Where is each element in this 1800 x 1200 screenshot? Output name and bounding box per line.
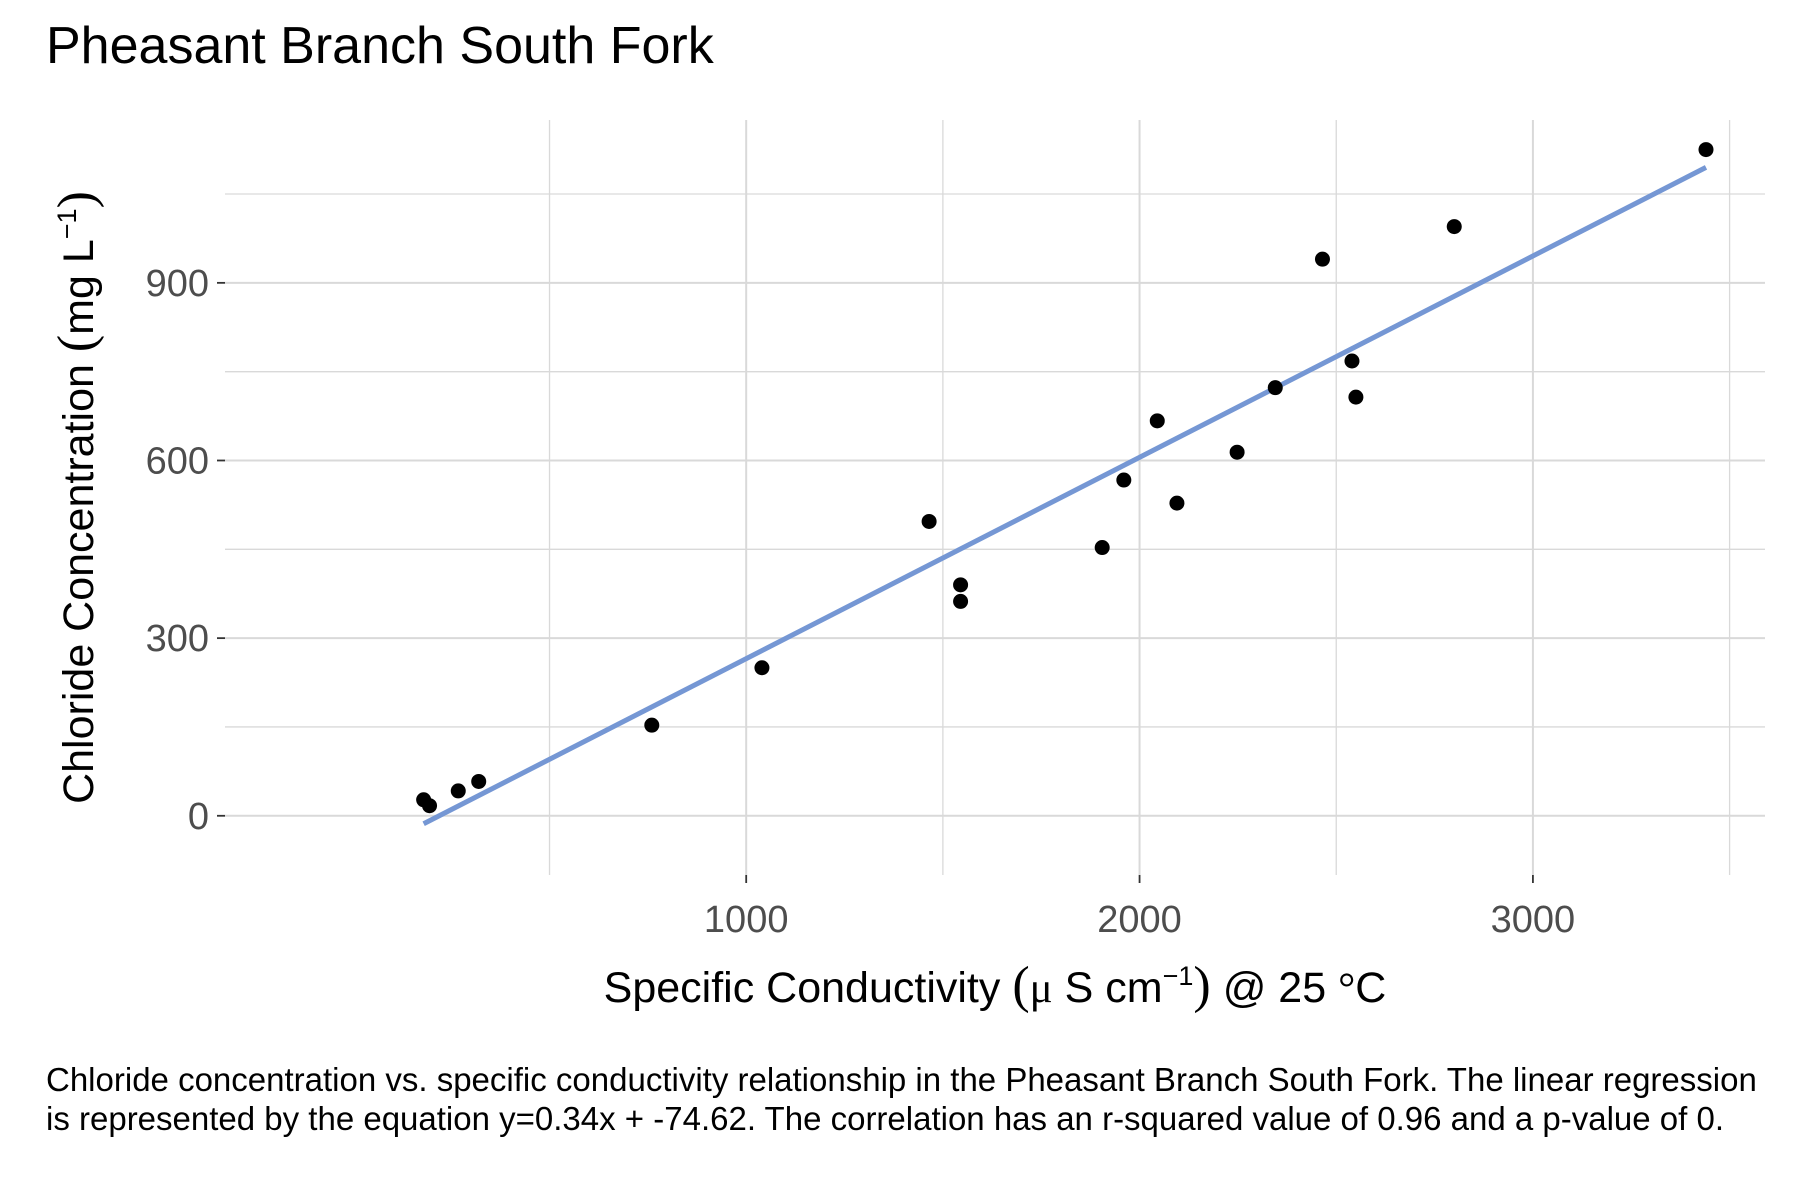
data-point bbox=[1149, 413, 1165, 429]
y-axis-title-paren-open: ( bbox=[48, 335, 105, 352]
data-point bbox=[1698, 142, 1714, 158]
y-tick-label: 300 bbox=[146, 618, 209, 660]
x-tick-label: 1000 bbox=[704, 899, 789, 941]
y-axis-title-paren-close: ) bbox=[48, 191, 105, 208]
y-tick-label: 0 bbox=[188, 796, 209, 838]
data-point bbox=[1169, 495, 1185, 511]
data-point bbox=[1116, 472, 1132, 488]
data-point bbox=[1446, 219, 1462, 235]
x-tick-label: 2000 bbox=[1097, 899, 1182, 941]
regression-line bbox=[422, 165, 1708, 826]
data-point bbox=[953, 593, 969, 609]
data-point bbox=[1094, 540, 1110, 556]
y-axis-title-unit: mg L bbox=[55, 239, 103, 335]
minor-gridlines bbox=[225, 120, 1765, 875]
x-axis-title: Specific Conductivity (μ S cm−1) @ 25 °C bbox=[604, 957, 1387, 1014]
regression-layer bbox=[422, 165, 1708, 826]
x-axis-title-exponent: −1 bbox=[1163, 961, 1194, 991]
data-point bbox=[953, 577, 969, 593]
x-axis-title-temp: @ 25 bbox=[1211, 964, 1338, 1012]
x-tick-label: 3000 bbox=[1491, 899, 1576, 941]
data-point bbox=[1267, 380, 1283, 396]
data-point bbox=[644, 717, 660, 733]
x-axis-title-mu: μ bbox=[1030, 965, 1053, 1012]
data-point bbox=[1314, 251, 1330, 267]
chart-title: Pheasant Branch South Fork bbox=[46, 17, 714, 75]
x-axis-title-text: Specific Conductivity bbox=[604, 964, 1013, 1012]
x-axis-title-celsius: C bbox=[1355, 964, 1386, 1012]
y-tick-label: 900 bbox=[146, 263, 209, 305]
y-axis-title-exponent: −1 bbox=[52, 208, 82, 239]
figure-caption: Chloride concentration vs. specific cond… bbox=[46, 1061, 1757, 1137]
x-axis-title-paren-close: ) bbox=[1193, 957, 1210, 1014]
data-point bbox=[471, 773, 487, 789]
x-axis-title-paren-open: ( bbox=[1012, 957, 1029, 1014]
y-tick-label: 600 bbox=[146, 440, 209, 482]
y-axis-title: Chloride Concentration (mg L−1) bbox=[48, 191, 105, 804]
x-axis-title-degree: ° bbox=[1338, 965, 1355, 1012]
major-gridlines bbox=[217, 120, 1765, 883]
x-axis-title-unit: S cm bbox=[1053, 964, 1163, 1012]
data-point bbox=[1229, 444, 1245, 460]
data-point bbox=[921, 513, 937, 529]
data-point bbox=[450, 783, 466, 799]
data-point bbox=[754, 660, 770, 676]
data-point bbox=[1348, 389, 1364, 405]
tick-labels: 1000 2000 3000 0 300 600 900 bbox=[146, 263, 1576, 941]
data-points bbox=[416, 142, 1714, 814]
y-axis-title-text: Chloride Concentration bbox=[55, 352, 103, 804]
data-point bbox=[422, 798, 438, 814]
data-point bbox=[1344, 353, 1360, 369]
